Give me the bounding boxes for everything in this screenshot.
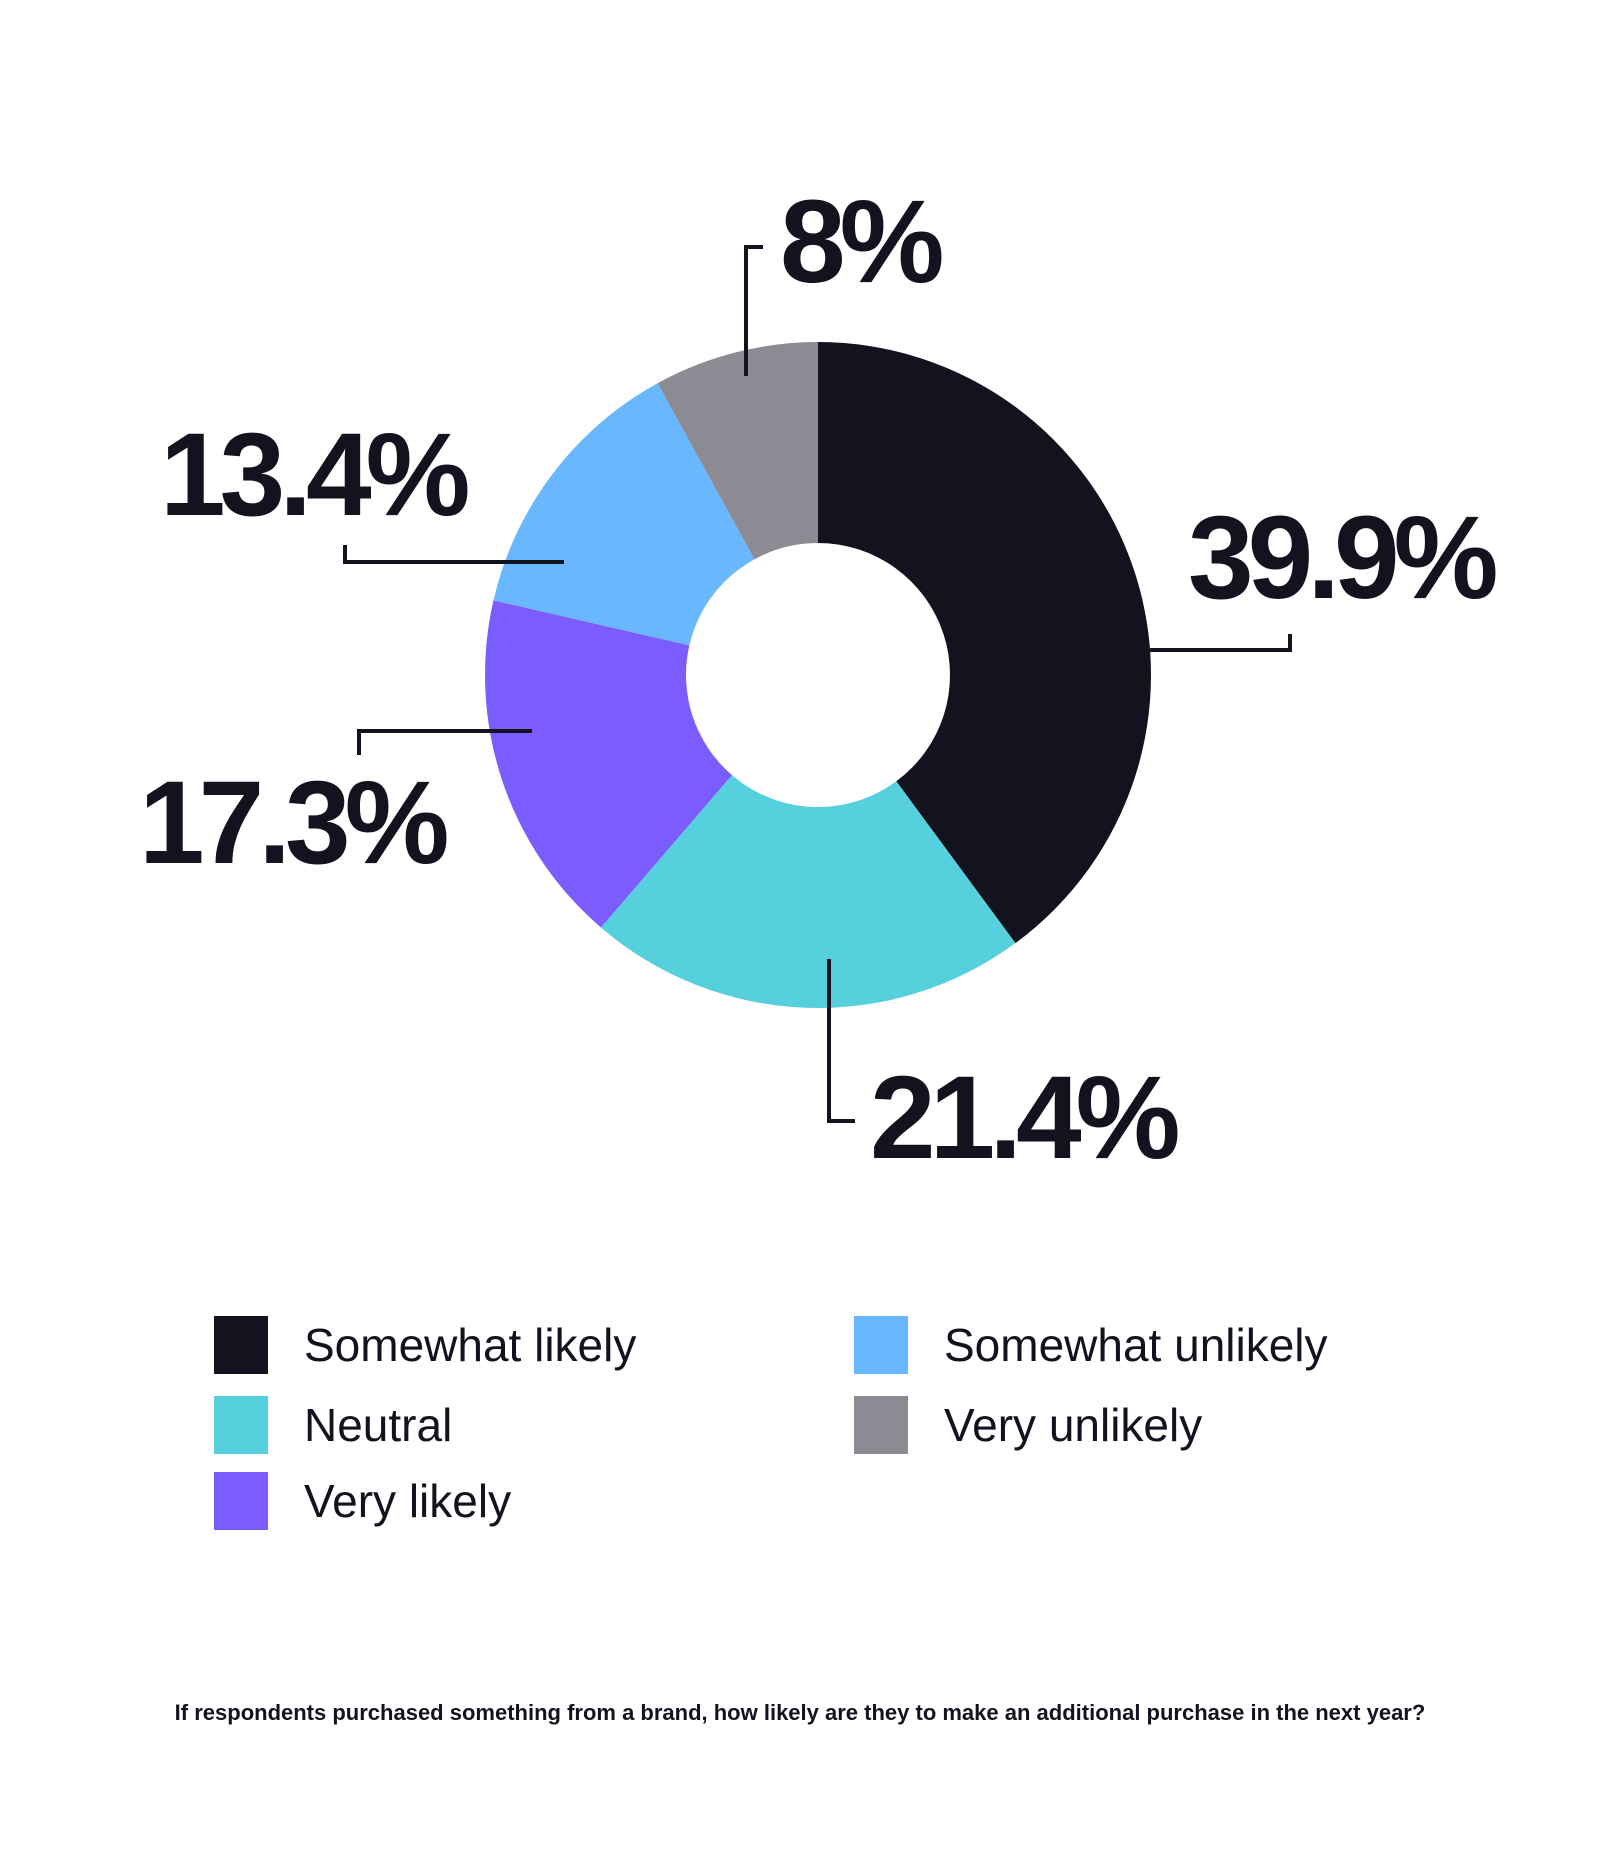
leader-lines — [343, 245, 1292, 1123]
legend-label-somewhat-likely: Somewhat likely — [304, 1319, 637, 1371]
value-label-very-unlikely: 8% — [780, 176, 942, 308]
leader-line-somewhat-unlikely — [343, 545, 564, 564]
legend-item-somewhat-likely: Somewhat likely — [214, 1316, 636, 1374]
legend: Somewhat likely Neutral Very likely Some… — [214, 1316, 1414, 1556]
legend-swatch-very-likely — [214, 1472, 268, 1530]
legend-label-neutral: Neutral — [304, 1399, 453, 1451]
leader-line-neutral — [827, 959, 855, 1123]
slice-somewhat-likely — [818, 342, 1151, 944]
legend-item-very-likely: Very likely — [214, 1472, 511, 1530]
slice-very-likely — [484, 600, 732, 928]
legend-item-neutral: Neutral — [214, 1396, 452, 1454]
legend-swatch-very-unlikely — [854, 1396, 908, 1454]
legend-item-very-unlikely: Very unlikely — [854, 1396, 1202, 1454]
legend-swatch-somewhat-likely — [214, 1316, 268, 1374]
slice-neutral — [600, 775, 1016, 1009]
legend-label-very-likely: Very likely — [304, 1475, 512, 1527]
leader-line-very-likely — [357, 729, 532, 755]
legend-item-somewhat-unlikely: Somewhat unlikely — [854, 1316, 1328, 1374]
legend-swatch-neutral — [214, 1396, 268, 1454]
leader-line-very-unlikely — [744, 245, 763, 376]
chart-caption: If respondents purchased something from … — [174, 1700, 1426, 1725]
value-label-somewhat-likely: 39.9% — [1188, 492, 1496, 624]
leader-line-somewhat-likely — [1150, 634, 1292, 652]
slice-very-unlikely — [657, 342, 818, 560]
legend-label-somewhat-unlikely: Somewhat unlikely — [944, 1319, 1328, 1371]
value-labels: 39.9% 21.4% 17.3% 13.4% 8% — [139, 176, 1502, 1184]
donut-slices — [484, 342, 1151, 1009]
value-label-neutral: 21.4% — [870, 1052, 1178, 1184]
legend-label-very-unlikely: Very unlikely — [944, 1399, 1203, 1451]
slice-somewhat-unlikely — [493, 383, 755, 646]
value-label-somewhat-unlikely: 13.4% — [160, 409, 468, 541]
value-label-very-likely: 17.3% — [139, 757, 447, 889]
legend-swatch-somewhat-unlikely — [854, 1316, 908, 1374]
